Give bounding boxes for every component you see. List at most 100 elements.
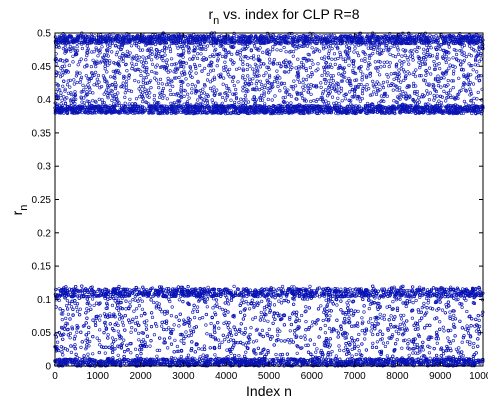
data-point	[340, 99, 344, 103]
data-point	[212, 44, 216, 48]
data-point	[258, 65, 263, 69]
data-point	[77, 59, 82, 64]
data-point	[239, 97, 243, 101]
data-point	[400, 54, 404, 58]
data-point	[391, 88, 395, 92]
data-point	[134, 62, 138, 67]
data-point	[79, 57, 83, 61]
data-point	[336, 56, 340, 61]
data-point	[118, 55, 122, 60]
data-point	[319, 81, 323, 85]
data-point	[410, 52, 415, 56]
data-point	[479, 74, 483, 78]
data-point	[232, 83, 236, 88]
data-point	[436, 74, 440, 78]
data-point	[76, 63, 80, 67]
data-point	[378, 73, 382, 77]
data-point	[444, 99, 448, 103]
data-point	[321, 99, 325, 104]
data-point	[68, 85, 72, 89]
data-point	[397, 72, 401, 76]
data-point	[61, 84, 65, 88]
data-point	[337, 72, 341, 76]
data-point	[266, 97, 270, 101]
data-point	[73, 101, 77, 106]
data-point	[438, 66, 442, 71]
data-point	[168, 83, 172, 87]
data-point	[256, 54, 261, 58]
data-point	[337, 91, 341, 95]
data-point	[124, 83, 129, 87]
data-point	[97, 97, 101, 101]
data-point	[413, 91, 417, 95]
data-point	[244, 101, 248, 105]
data-point	[220, 54, 225, 59]
data-point	[184, 61, 188, 65]
data-point	[424, 103, 428, 107]
data-point	[259, 93, 264, 97]
data-point	[257, 73, 261, 78]
data-point	[96, 73, 100, 78]
data-point	[278, 89, 282, 93]
data-point	[245, 67, 249, 72]
data-point	[279, 48, 283, 53]
data-point	[381, 80, 386, 84]
data-point	[199, 52, 203, 56]
data-point	[312, 98, 316, 103]
data-point	[318, 34, 322, 38]
data-point	[471, 82, 476, 86]
data-point	[332, 101, 336, 105]
data-point	[106, 54, 110, 58]
data-point	[203, 84, 207, 88]
data-point	[168, 49, 173, 54]
data-point	[78, 80, 82, 84]
data-point	[355, 78, 359, 82]
data-point	[389, 45, 393, 49]
data-point	[58, 74, 63, 79]
data-point	[348, 90, 352, 94]
data-point	[136, 58, 140, 62]
data-point	[405, 55, 409, 60]
data-point	[150, 49, 154, 54]
data-point	[316, 62, 320, 66]
data-point	[300, 60, 304, 65]
data-point	[447, 57, 451, 61]
data-point	[360, 58, 364, 62]
data-point	[462, 99, 467, 103]
data-point	[222, 76, 226, 80]
data-point	[308, 65, 313, 70]
data-point	[224, 98, 228, 102]
data-point	[433, 77, 438, 82]
data-point	[246, 100, 251, 104]
data-point	[477, 73, 481, 78]
data-point	[107, 84, 112, 88]
data-point	[397, 78, 401, 83]
data-point	[311, 62, 315, 66]
data-point	[81, 89, 85, 94]
data-point	[170, 62, 174, 67]
data-point	[255, 74, 259, 78]
data-point	[241, 62, 245, 67]
data-point	[407, 62, 411, 66]
data-point	[294, 84, 298, 88]
data-point	[435, 94, 439, 98]
data-point	[374, 82, 378, 86]
data-point	[164, 60, 168, 65]
data-point	[460, 49, 464, 53]
data-point	[321, 45, 326, 49]
data-point	[277, 61, 282, 66]
data-point	[158, 95, 162, 99]
data-point	[196, 98, 200, 102]
data-point	[415, 92, 419, 97]
data-point	[461, 85, 465, 89]
data-point	[432, 59, 436, 64]
data-point	[127, 54, 131, 59]
data-point	[291, 49, 296, 54]
data-point	[444, 54, 448, 59]
data-point	[471, 68, 475, 72]
data-point	[204, 47, 208, 52]
data-point	[168, 88, 172, 92]
data-point	[110, 41, 114, 46]
data-point	[450, 79, 454, 83]
data-point	[444, 60, 448, 65]
